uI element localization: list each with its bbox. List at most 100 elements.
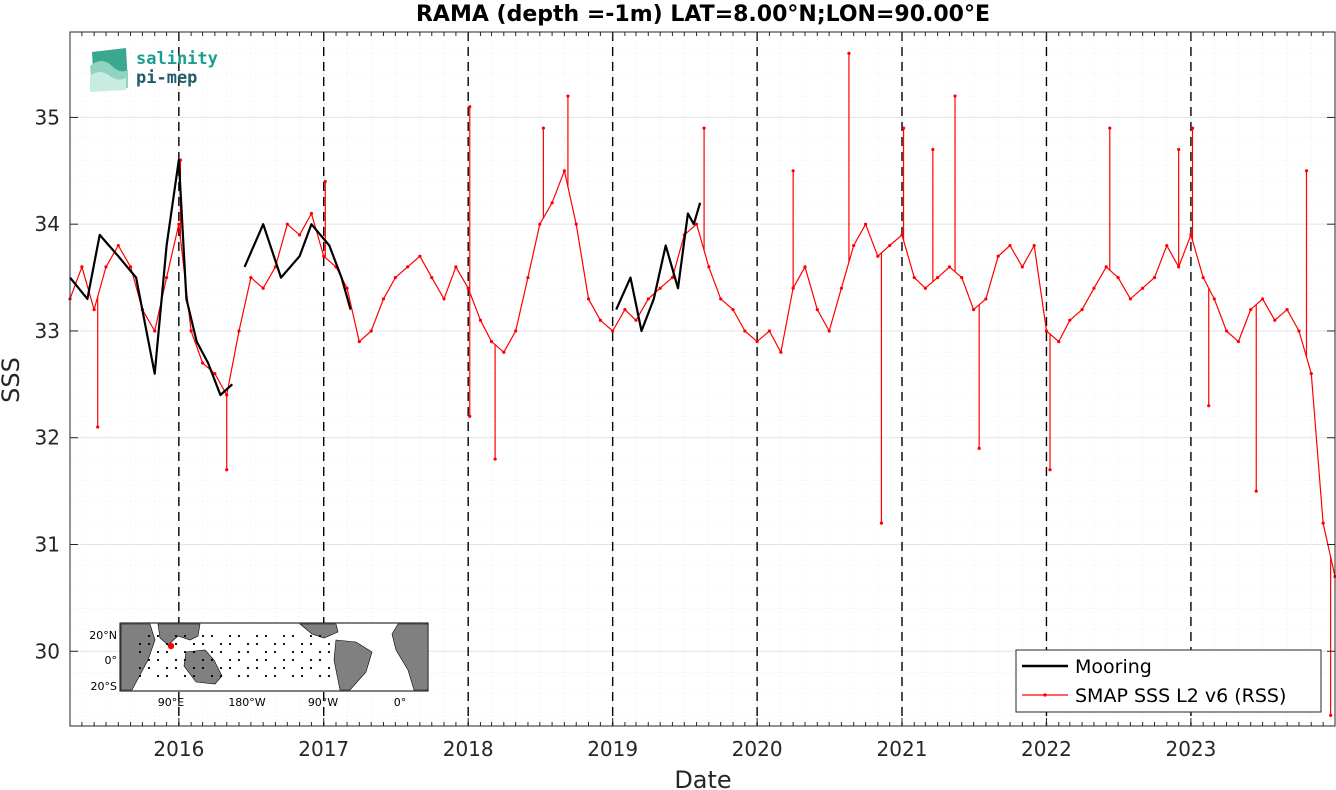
inset-mooring-dot [327, 642, 331, 646]
smap-point [719, 297, 723, 301]
smap-point [526, 275, 530, 280]
inset-mooring-dot [192, 674, 196, 678]
y-tick-label: 33 [35, 319, 60, 343]
smap-point [863, 222, 868, 226]
smap-point [189, 329, 193, 333]
inset-mooring-dot [201, 658, 205, 662]
smap-spike-point [1190, 126, 1195, 130]
smap-spike-point [1048, 468, 1052, 472]
smap-point [153, 329, 157, 333]
smap-point [1068, 318, 1072, 322]
inset-station-marker [167, 642, 175, 650]
smap-spike-point [847, 51, 851, 55]
smap-point [322, 254, 326, 258]
smap-point [369, 329, 373, 333]
inset-lon-label-90w: 90°W [308, 696, 338, 709]
inset-mooring-dot [156, 634, 160, 638]
inset-mooring-dot [309, 658, 313, 662]
x-tick-label: 2023 [1165, 737, 1216, 761]
smap-point [755, 340, 759, 344]
smap-point [646, 297, 650, 301]
smap-point [249, 275, 253, 280]
inset-mooring-dot [138, 650, 142, 654]
inset-mooring-dot [192, 650, 196, 654]
legend-box [1015, 649, 1322, 713]
smap-point [1224, 329, 1229, 333]
legend-swatch-smap-dot [1043, 693, 1047, 697]
inset-mooring-dot [183, 658, 187, 662]
logo-text-line2: pi-mep [136, 68, 197, 88]
inset-lat-label-south: 20°S [91, 680, 117, 693]
inset-mooring-dot [255, 634, 259, 638]
y-ticks: 30 31 32 33 34 35 [35, 105, 1335, 663]
smap-spike-point [1207, 404, 1211, 408]
inset-mooring-dot [237, 650, 241, 654]
smap-point [538, 222, 542, 226]
inset-mooring-dot [201, 642, 205, 646]
smap-spike-point [977, 446, 981, 450]
inset-mooring-dot [255, 666, 259, 670]
plot-frame [69, 31, 1336, 727]
inset-mooring-dot [318, 634, 322, 638]
inset-mooring-dot [165, 650, 169, 654]
inset-mooring-dot [138, 642, 142, 646]
smap-point [478, 318, 483, 322]
inset-mooring-dot [165, 642, 169, 646]
inset-mooring-dot [309, 642, 313, 646]
inset-mooring-dot [219, 666, 223, 670]
inset-mooring-dot [273, 650, 277, 654]
legend: Mooring SMAP SSS L2 v6 (RSS) [1015, 649, 1322, 713]
smap-point [406, 265, 410, 269]
inset-mooring-dot [282, 642, 286, 646]
smap-series-line [69, 170, 1336, 577]
smap-spike-point [1304, 169, 1309, 173]
x-tick-label: 2020 [732, 737, 783, 761]
smap-point [1080, 308, 1084, 312]
inset-mooring-dot [147, 658, 151, 662]
smap-point [357, 340, 361, 344]
y-tick-label: 34 [35, 212, 60, 236]
smap-point [707, 265, 711, 269]
smap-point [827, 329, 831, 333]
inset-mooring-dot [138, 674, 142, 678]
inset-mooring-dot [273, 674, 277, 678]
y-axis-label: SSS [0, 357, 25, 403]
smap-point [562, 169, 566, 173]
inset-mooring-dot [318, 650, 322, 654]
smap-point [1141, 286, 1145, 290]
inset-mooring-dot [273, 666, 277, 670]
smap-point [623, 308, 627, 312]
smap-spike-point [225, 468, 229, 472]
inset-mooring-dot [273, 642, 277, 646]
y-tick-label: 35 [35, 105, 60, 129]
smap-point [1260, 297, 1265, 301]
smap-point [815, 308, 819, 312]
smap-point [393, 275, 397, 280]
inset-mooring-dot [147, 642, 151, 646]
smap-spike-point [931, 147, 935, 152]
x-axis-label: Date [674, 766, 731, 790]
inset-mooring-dot [246, 666, 250, 670]
y-tick-label: 31 [35, 532, 60, 556]
inset-mooring-dot [228, 666, 232, 670]
inset-lat-label-north: 20°N [89, 629, 117, 642]
inset-mooring-dot [264, 634, 268, 638]
smap-point [514, 329, 518, 333]
inset-mooring-dot [264, 674, 268, 678]
smap-spike-point [468, 105, 472, 109]
inset-mooring-dot [156, 650, 160, 654]
smap-spike-point [1108, 126, 1112, 130]
smap-point [1285, 308, 1289, 312]
inset-mooring-dot [192, 666, 196, 670]
smap-point [611, 329, 615, 333]
inset-mooring-dot [138, 666, 142, 670]
smap-point [1309, 372, 1313, 376]
inset-mooring-dot [282, 634, 286, 638]
smap-point [743, 329, 747, 333]
logo-text-line1: salinity [136, 49, 218, 69]
smap-point [947, 265, 952, 269]
smap-spike-point [468, 414, 472, 418]
inset-mooring-dot [183, 674, 187, 678]
salinity-pimep-logo: salinity pi-mep [90, 48, 218, 92]
inset-mooring-dot [228, 642, 232, 646]
